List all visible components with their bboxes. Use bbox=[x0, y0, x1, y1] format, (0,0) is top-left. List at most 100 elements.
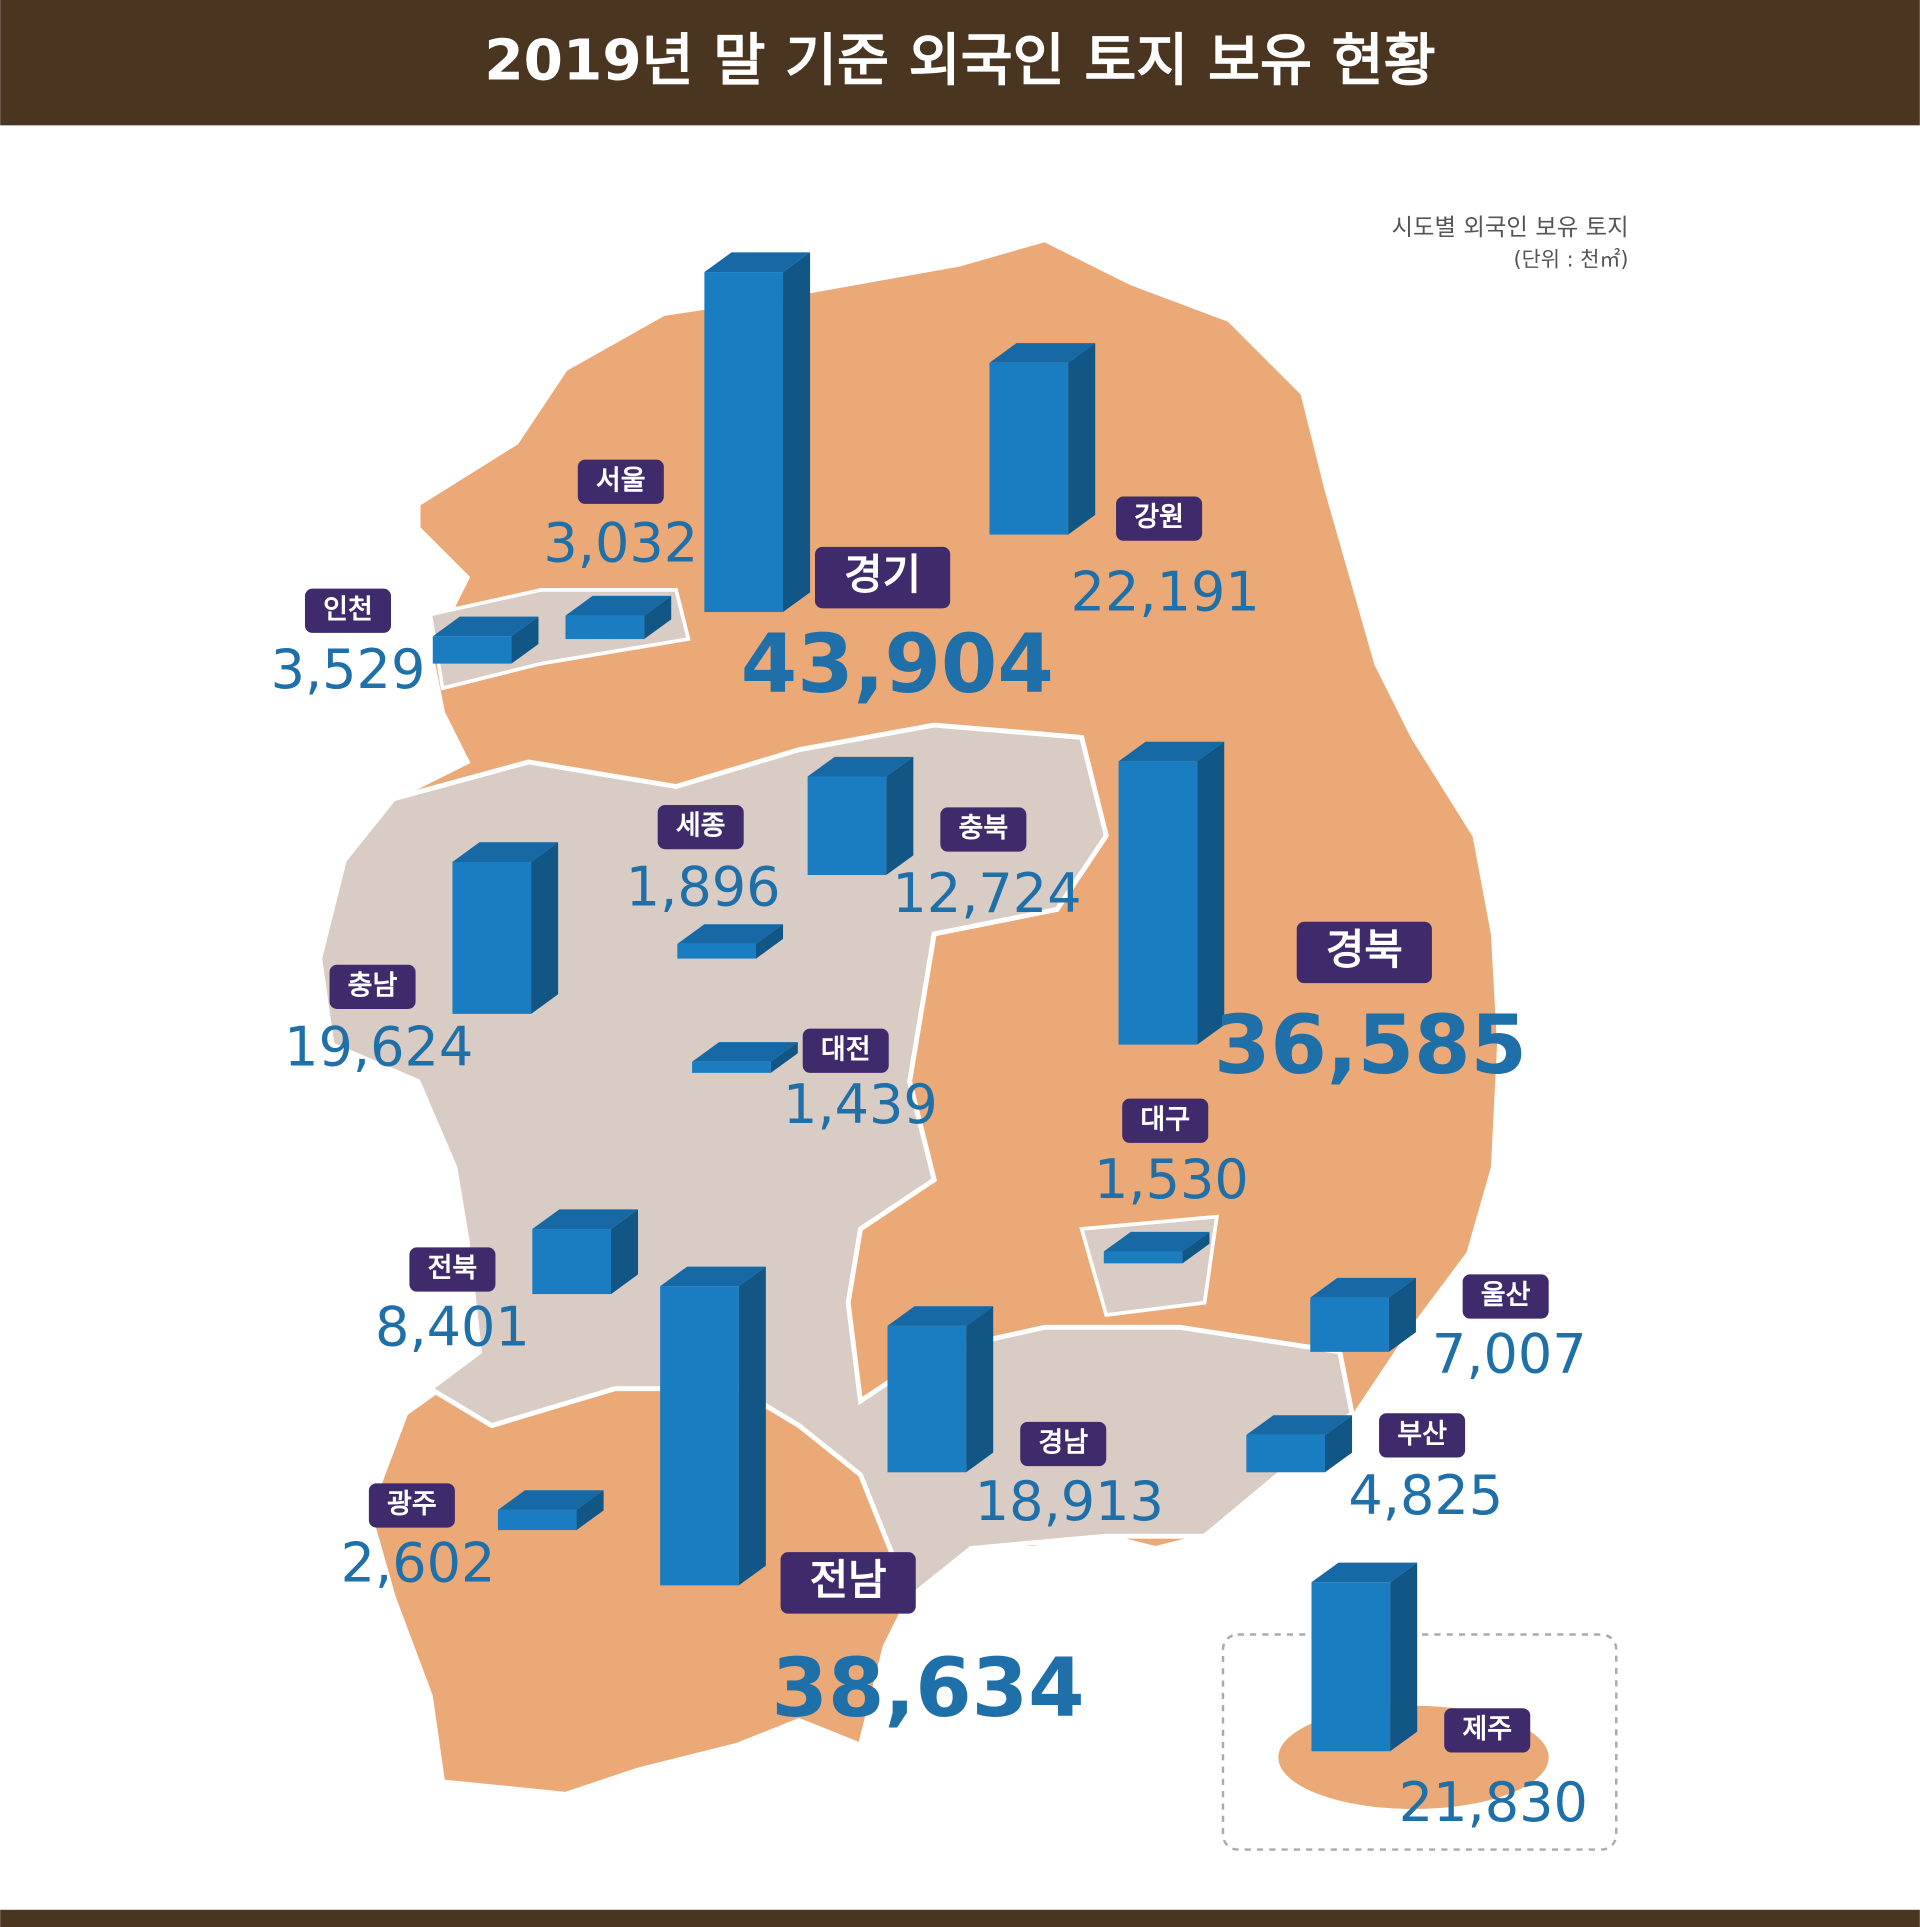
map-middle-region bbox=[317, 722, 1355, 1602]
bar-top-shade bbox=[1246, 1415, 1353, 1435]
region-label: 대구 bbox=[1140, 1104, 1190, 1135]
value-label: 21,830 bbox=[1399, 1771, 1588, 1834]
region-label: 인천 bbox=[323, 594, 373, 625]
bar-top-shade bbox=[1310, 1277, 1416, 1298]
bar-side-shade bbox=[783, 252, 811, 613]
region-badge bbox=[814, 546, 951, 609]
bar-side-shade bbox=[644, 595, 672, 640]
bar-top-shade bbox=[692, 1042, 798, 1062]
bar-top-shade bbox=[887, 1306, 994, 1326]
bar-side-shade bbox=[576, 1490, 604, 1531]
bar-side-shade bbox=[1390, 1562, 1418, 1752]
bar-top-shade bbox=[704, 252, 811, 273]
bar-side-shade bbox=[531, 842, 559, 1014]
bar-side-shade bbox=[886, 756, 914, 876]
bar-side bbox=[1324, 1415, 1353, 1473]
region-label: 세종 bbox=[676, 811, 726, 842]
value-label: 22,191 bbox=[1071, 561, 1260, 624]
bar-top-shade bbox=[807, 756, 914, 777]
bar-top-shade bbox=[452, 842, 559, 862]
bar-side bbox=[644, 595, 672, 640]
bar-side-shade bbox=[738, 1266, 766, 1586]
bar-top bbox=[1103, 1231, 1210, 1252]
region-label: 강원 bbox=[1134, 502, 1184, 533]
value-label: 12,724 bbox=[892, 862, 1081, 925]
bar-top-shade bbox=[565, 595, 672, 616]
bar-side-shade bbox=[1388, 1277, 1416, 1352]
subtitle: 시도별 외국인 보유 토지 bbox=[1392, 213, 1629, 241]
bar-side bbox=[610, 1209, 639, 1295]
bar-top-shade bbox=[677, 924, 784, 944]
region-badge bbox=[940, 807, 1027, 852]
bar bbox=[887, 1325, 967, 1473]
bar-top-shade bbox=[989, 343, 1096, 363]
bar-side bbox=[576, 1490, 604, 1531]
bar bbox=[532, 1229, 611, 1295]
region-badge bbox=[409, 1247, 496, 1292]
value-label: 8,401 bbox=[375, 1296, 530, 1359]
bar-top bbox=[704, 252, 811, 273]
bar-top bbox=[887, 1306, 994, 1326]
bar bbox=[452, 861, 532, 1014]
bar bbox=[497, 1509, 577, 1531]
bottom-band bbox=[0, 1909, 1920, 1927]
bar-side-shade bbox=[966, 1306, 994, 1473]
bar bbox=[989, 362, 1069, 535]
bar-side-shade bbox=[511, 616, 539, 664]
region-label: 제주 bbox=[1462, 1714, 1512, 1745]
bar-side bbox=[783, 252, 811, 613]
bar-top bbox=[677, 924, 784, 944]
value-label: 1,896 bbox=[626, 856, 781, 919]
region-badge bbox=[304, 588, 391, 633]
region-badge bbox=[1122, 1098, 1209, 1143]
region-badge bbox=[368, 1483, 455, 1528]
value-label: 18,913 bbox=[975, 1470, 1164, 1533]
jeju-frame bbox=[1221, 1633, 1618, 1851]
value-label: 19,624 bbox=[284, 1015, 473, 1078]
value-label: 4,825 bbox=[1348, 1464, 1503, 1527]
map-daegu-patch bbox=[1079, 1214, 1220, 1318]
bar-top-shade bbox=[1311, 1562, 1418, 1583]
bar-top bbox=[532, 1209, 639, 1230]
bar-side bbox=[886, 756, 914, 876]
bar-top bbox=[989, 343, 1096, 363]
bar bbox=[704, 272, 784, 613]
bar-top-shade bbox=[1103, 1231, 1210, 1252]
value-label: 2,602 bbox=[341, 1532, 496, 1595]
bar-top bbox=[692, 1042, 798, 1062]
bar-side-shade bbox=[755, 924, 784, 959]
region-badge bbox=[1020, 1421, 1107, 1467]
region-badge bbox=[1444, 1708, 1531, 1753]
bar-side bbox=[1197, 741, 1225, 1045]
bar-side bbox=[966, 1306, 994, 1473]
bar-top-shade bbox=[532, 1209, 639, 1230]
bar-side bbox=[770, 1042, 798, 1073]
region-badge bbox=[329, 964, 416, 1009]
bar-top bbox=[1118, 741, 1225, 762]
bar bbox=[1118, 761, 1198, 1045]
bar-top bbox=[1311, 1562, 1418, 1583]
region-label: 전북 bbox=[428, 1253, 478, 1284]
bar bbox=[565, 615, 645, 640]
region-badge bbox=[1462, 1274, 1549, 1319]
bar-top bbox=[1310, 1277, 1416, 1298]
value-label: 7,007 bbox=[1432, 1323, 1587, 1386]
bar bbox=[677, 943, 756, 959]
bar bbox=[1311, 1582, 1391, 1752]
region-label: 울산 bbox=[1481, 1280, 1531, 1311]
region-label: 경남 bbox=[1038, 1428, 1088, 1459]
bar-top-shade bbox=[660, 1266, 766, 1287]
region-badge bbox=[1379, 1413, 1466, 1458]
bar-side bbox=[1182, 1231, 1210, 1264]
bar-side bbox=[511, 616, 539, 664]
value-label: 36,585 bbox=[1214, 999, 1527, 1093]
bar-top bbox=[660, 1266, 766, 1287]
bar-top bbox=[432, 616, 539, 637]
bar-side bbox=[1068, 343, 1096, 535]
region-label: 대전 bbox=[821, 1034, 871, 1065]
bar-side bbox=[755, 924, 784, 959]
value-label: 3,529 bbox=[271, 638, 426, 701]
bar-side bbox=[1388, 1277, 1416, 1352]
bar-top bbox=[452, 842, 559, 862]
bar-side bbox=[738, 1266, 766, 1586]
